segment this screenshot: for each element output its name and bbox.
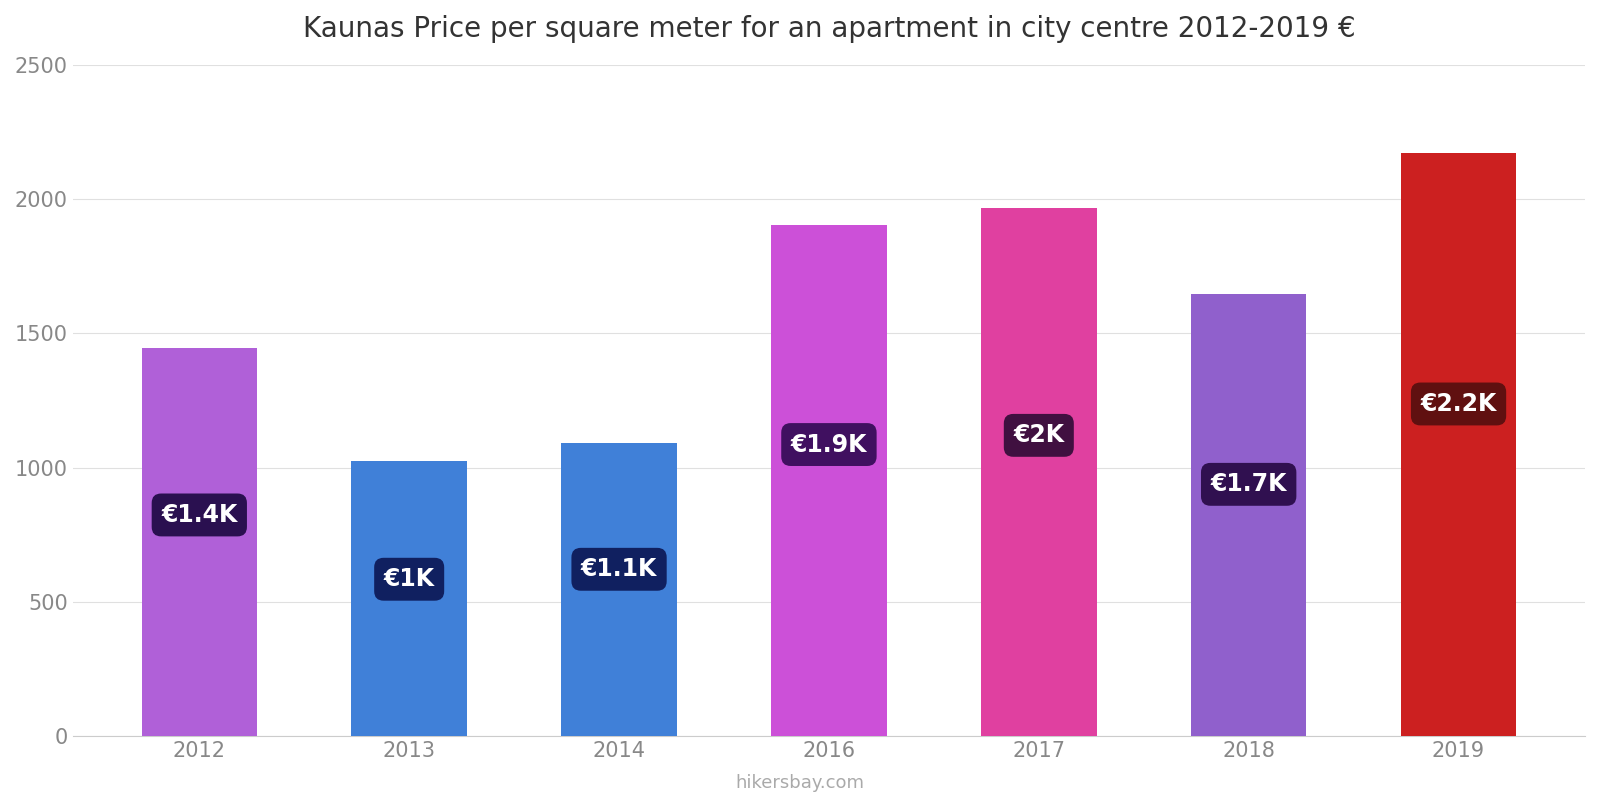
Text: €1.4K: €1.4K [162, 503, 237, 527]
Bar [352, 461, 467, 736]
Bar [141, 348, 258, 736]
Title: Kaunas Price per square meter for an apartment in city centre 2012-2019 €: Kaunas Price per square meter for an apa… [302, 15, 1355, 43]
Bar [562, 443, 677, 736]
Text: €1.7K: €1.7K [1211, 472, 1286, 496]
Bar [1402, 154, 1517, 736]
Bar [771, 225, 886, 736]
Text: €1.1K: €1.1K [581, 558, 658, 582]
Bar [981, 209, 1096, 736]
Text: €2.2K: €2.2K [1421, 392, 1496, 416]
Bar [1190, 294, 1306, 736]
Text: hikersbay.com: hikersbay.com [736, 774, 864, 792]
Text: €1K: €1K [384, 567, 435, 591]
Text: €1.9K: €1.9K [790, 433, 867, 457]
Text: €2K: €2K [1013, 423, 1064, 447]
